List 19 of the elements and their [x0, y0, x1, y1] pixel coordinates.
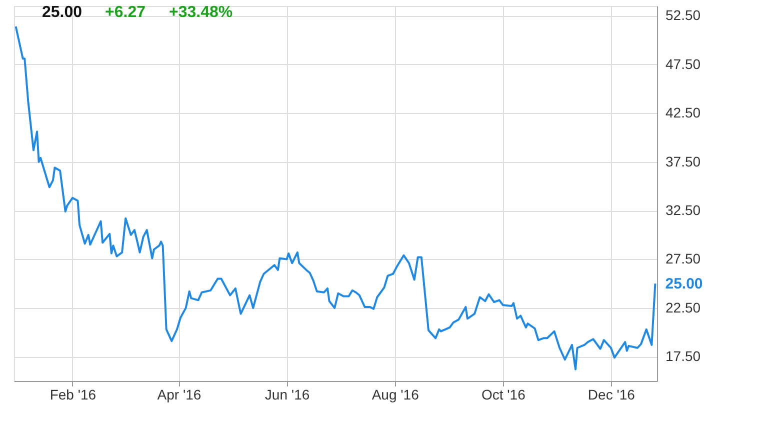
- x-tick-label: Apr '16: [157, 386, 202, 402]
- y-tick-label: 42.50: [666, 104, 701, 121]
- y-tick-label: 27.50: [666, 250, 701, 267]
- y-tick-label: 22.50: [666, 299, 701, 316]
- x-tick-label: Aug '16: [372, 386, 420, 402]
- x-tick-label: Dec '16: [588, 386, 636, 402]
- y-tick-label: 47.50: [666, 56, 701, 72]
- x-tick-label: Oct '16: [481, 386, 526, 402]
- annotation: +6.27: [105, 4, 146, 21]
- x-tick-label: Jun '16: [264, 386, 310, 402]
- y-tick-label: 32.50: [666, 202, 701, 218]
- line-series: [14, 25, 656, 370]
- chart-title: 25.00: [42, 4, 82, 21]
- annotation: +33.48%: [169, 4, 233, 21]
- y-tick-label: 52.50: [666, 7, 701, 24]
- x-tick-label: Feb '16: [50, 386, 96, 402]
- y-tick-label: 37.50: [666, 153, 701, 170]
- annotation: 25.00: [665, 276, 703, 293]
- y-tick-label: 17.50: [666, 348, 701, 364]
